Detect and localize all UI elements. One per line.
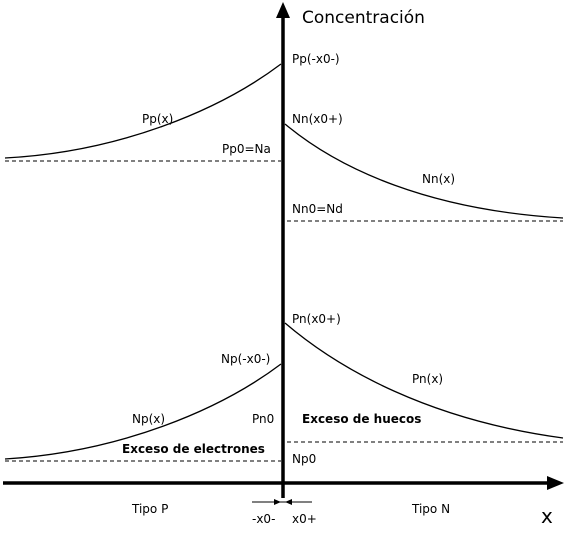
pn0-label: Pn0 [252, 412, 274, 426]
np-curve [4, 363, 282, 460]
pp-curve [4, 63, 282, 159]
pp0-label: Pp0=Na [222, 142, 271, 156]
nn-peak-label: Nn(x0+) [292, 112, 343, 126]
nn-curve [284, 123, 564, 219]
nn0-label: Nn0=Nd [292, 202, 343, 216]
depletion-left-arrow [274, 499, 281, 505]
pp-curve-label: Pp(x) [142, 112, 173, 126]
y-axis-arrowhead [276, 2, 290, 18]
np-curve-label: Np(x) [132, 412, 165, 426]
electron-excess-label: Exceso de electrones [122, 442, 265, 456]
n-type-label: Tipo N [411, 502, 450, 516]
p-type-label: Tipo P [131, 502, 168, 516]
x-axis-title: x [541, 504, 553, 528]
pn-curve-label: Pn(x) [412, 372, 443, 386]
left-edge-label: -x0- [252, 512, 275, 526]
hole-excess-label: Exceso de huecos [302, 412, 421, 426]
x-axis-arrowhead [547, 476, 564, 490]
np-peak-label: Np(-x0-) [221, 352, 270, 366]
y-axis-title: Concentración [302, 8, 425, 28]
nn-curve-label: Nn(x) [422, 172, 455, 186]
pp-peak-label: Pp(-x0-) [292, 52, 340, 66]
pn-peak-label: Pn(x0+) [292, 312, 341, 326]
np0-label: Np0 [292, 452, 316, 466]
depletion-right-arrow [285, 499, 292, 505]
pn-curve [284, 322, 564, 439]
right-edge-label: x0+ [292, 512, 317, 526]
